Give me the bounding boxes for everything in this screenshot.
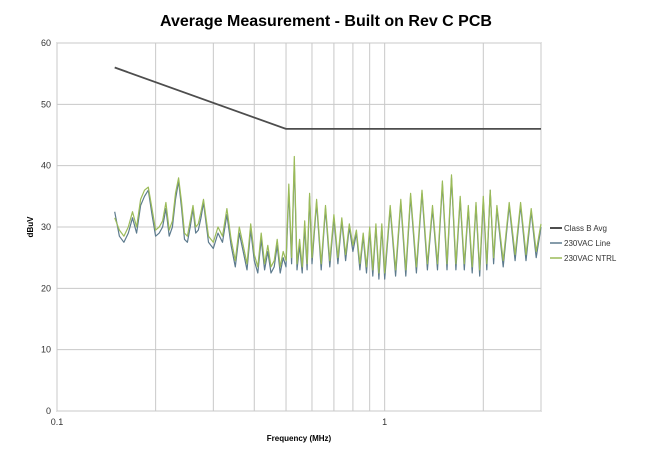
legend-label: Class B Avg <box>564 224 607 233</box>
y-tick-label: 60 <box>41 38 51 48</box>
legend-label: 230VAC NTRL <box>564 254 617 263</box>
chart-title: Average Measurement - Built on Rev C PCB <box>160 13 492 30</box>
x-tick-labels: 0.1 1 <box>51 417 387 427</box>
series-class-b-avg-line <box>114 66 541 130</box>
y-tick-label: 50 <box>41 99 51 109</box>
series-line-230vac-ntrl <box>114 155 542 274</box>
x-tick-label: 0.1 <box>51 417 64 427</box>
y-tick-label: 40 <box>41 161 51 171</box>
x-tick-label: 1 <box>382 417 387 427</box>
series-layer <box>114 66 542 280</box>
y-tick-label: 20 <box>41 283 51 293</box>
y-tick-label: 0 <box>46 406 51 416</box>
x-axis-label: Frequency (MHz) <box>267 434 332 443</box>
legend: Class B Avg 230VAC Line 230VAC NTRL <box>550 224 617 263</box>
legend-label: 230VAC Line <box>564 239 611 248</box>
y-tick-label: 30 <box>41 222 51 232</box>
y-tick-labels: 0 10 20 30 40 50 60 <box>41 38 51 416</box>
y-tick-label: 10 <box>41 345 51 355</box>
y-axis-label: dBuV <box>26 216 35 238</box>
